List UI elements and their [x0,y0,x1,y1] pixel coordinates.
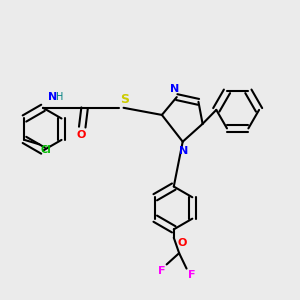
Text: F: F [188,270,195,280]
Text: F: F [158,266,166,276]
Text: H: H [56,92,64,102]
Text: N: N [179,146,188,155]
Text: N: N [170,84,180,94]
Text: N: N [48,92,57,102]
Text: O: O [76,130,86,140]
Text: Cl: Cl [40,145,51,155]
Text: O: O [177,238,187,248]
Text: S: S [120,93,129,106]
